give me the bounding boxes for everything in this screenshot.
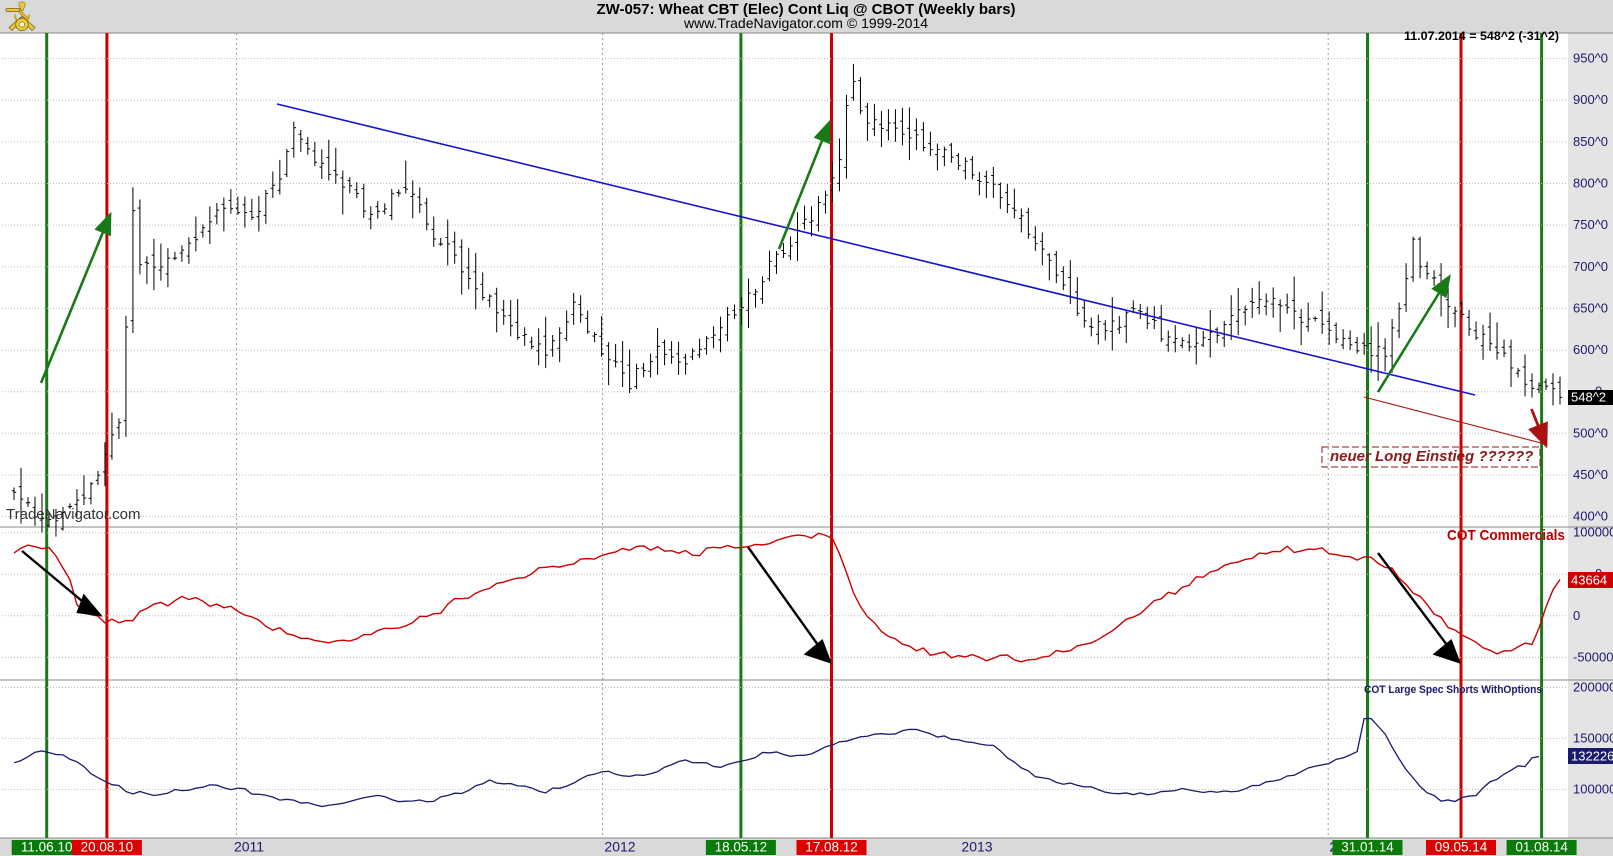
svg-text:850^0: 850^0 (1573, 134, 1608, 149)
svg-text:neuer Long Einstieg ??????: neuer Long Einstieg ?????? (1330, 448, 1533, 465)
svg-text:www.TradeNavigator.com © 1999-: www.TradeNavigator.com © 1999-2014 (683, 15, 928, 31)
svg-text:950^0: 950^0 (1573, 51, 1608, 66)
svg-text:800^0: 800^0 (1573, 176, 1608, 191)
svg-text:100000: 100000 (1573, 781, 1613, 796)
svg-text:17.08.12: 17.08.12 (805, 840, 858, 855)
svg-text:100000: 100000 (1573, 525, 1613, 540)
svg-text:20.08.10: 20.08.10 (81, 840, 134, 855)
svg-text:31.01.14: 31.01.14 (1341, 840, 1394, 855)
svg-text:COT Large Spec Shorts WithOpti: COT Large Spec Shorts WithOptions (1364, 684, 1542, 696)
svg-text:500^0: 500^0 (1573, 425, 1608, 440)
svg-text:150000: 150000 (1573, 730, 1613, 745)
svg-text:-50000: -50000 (1573, 649, 1613, 664)
svg-text:200000: 200000 (1573, 680, 1613, 695)
svg-text:132226: 132226 (1571, 749, 1613, 764)
svg-text:2013: 2013 (961, 839, 992, 855)
svg-text:COT Commercials: COT Commercials (1447, 527, 1565, 544)
svg-text:750^0: 750^0 (1573, 217, 1608, 232)
svg-text:900^0: 900^0 (1573, 92, 1608, 107)
svg-text:01.08.14: 01.08.14 (1515, 840, 1568, 855)
svg-text:600^0: 600^0 (1573, 342, 1608, 357)
svg-text:548^2: 548^2 (1571, 390, 1606, 405)
svg-text:11.06.10: 11.06.10 (21, 840, 73, 855)
svg-text:400^0: 400^0 (1573, 509, 1608, 524)
svg-text:TradeNavigator.com: TradeNavigator.com (6, 506, 141, 523)
svg-text:0: 0 (1573, 608, 1580, 623)
svg-text:2011: 2011 (234, 839, 264, 855)
svg-text:43664: 43664 (1571, 573, 1607, 588)
svg-text:2012: 2012 (604, 839, 635, 855)
svg-text:11.07.2014 = 548^2 (-31^2): 11.07.2014 = 548^2 (-31^2) (1404, 29, 1559, 43)
svg-text:450^0: 450^0 (1573, 467, 1608, 482)
svg-text:650^0: 650^0 (1573, 300, 1608, 315)
svg-text:18.05.12: 18.05.12 (715, 840, 768, 855)
svg-text:09.05.14: 09.05.14 (1435, 840, 1488, 855)
svg-text:700^0: 700^0 (1573, 259, 1608, 274)
